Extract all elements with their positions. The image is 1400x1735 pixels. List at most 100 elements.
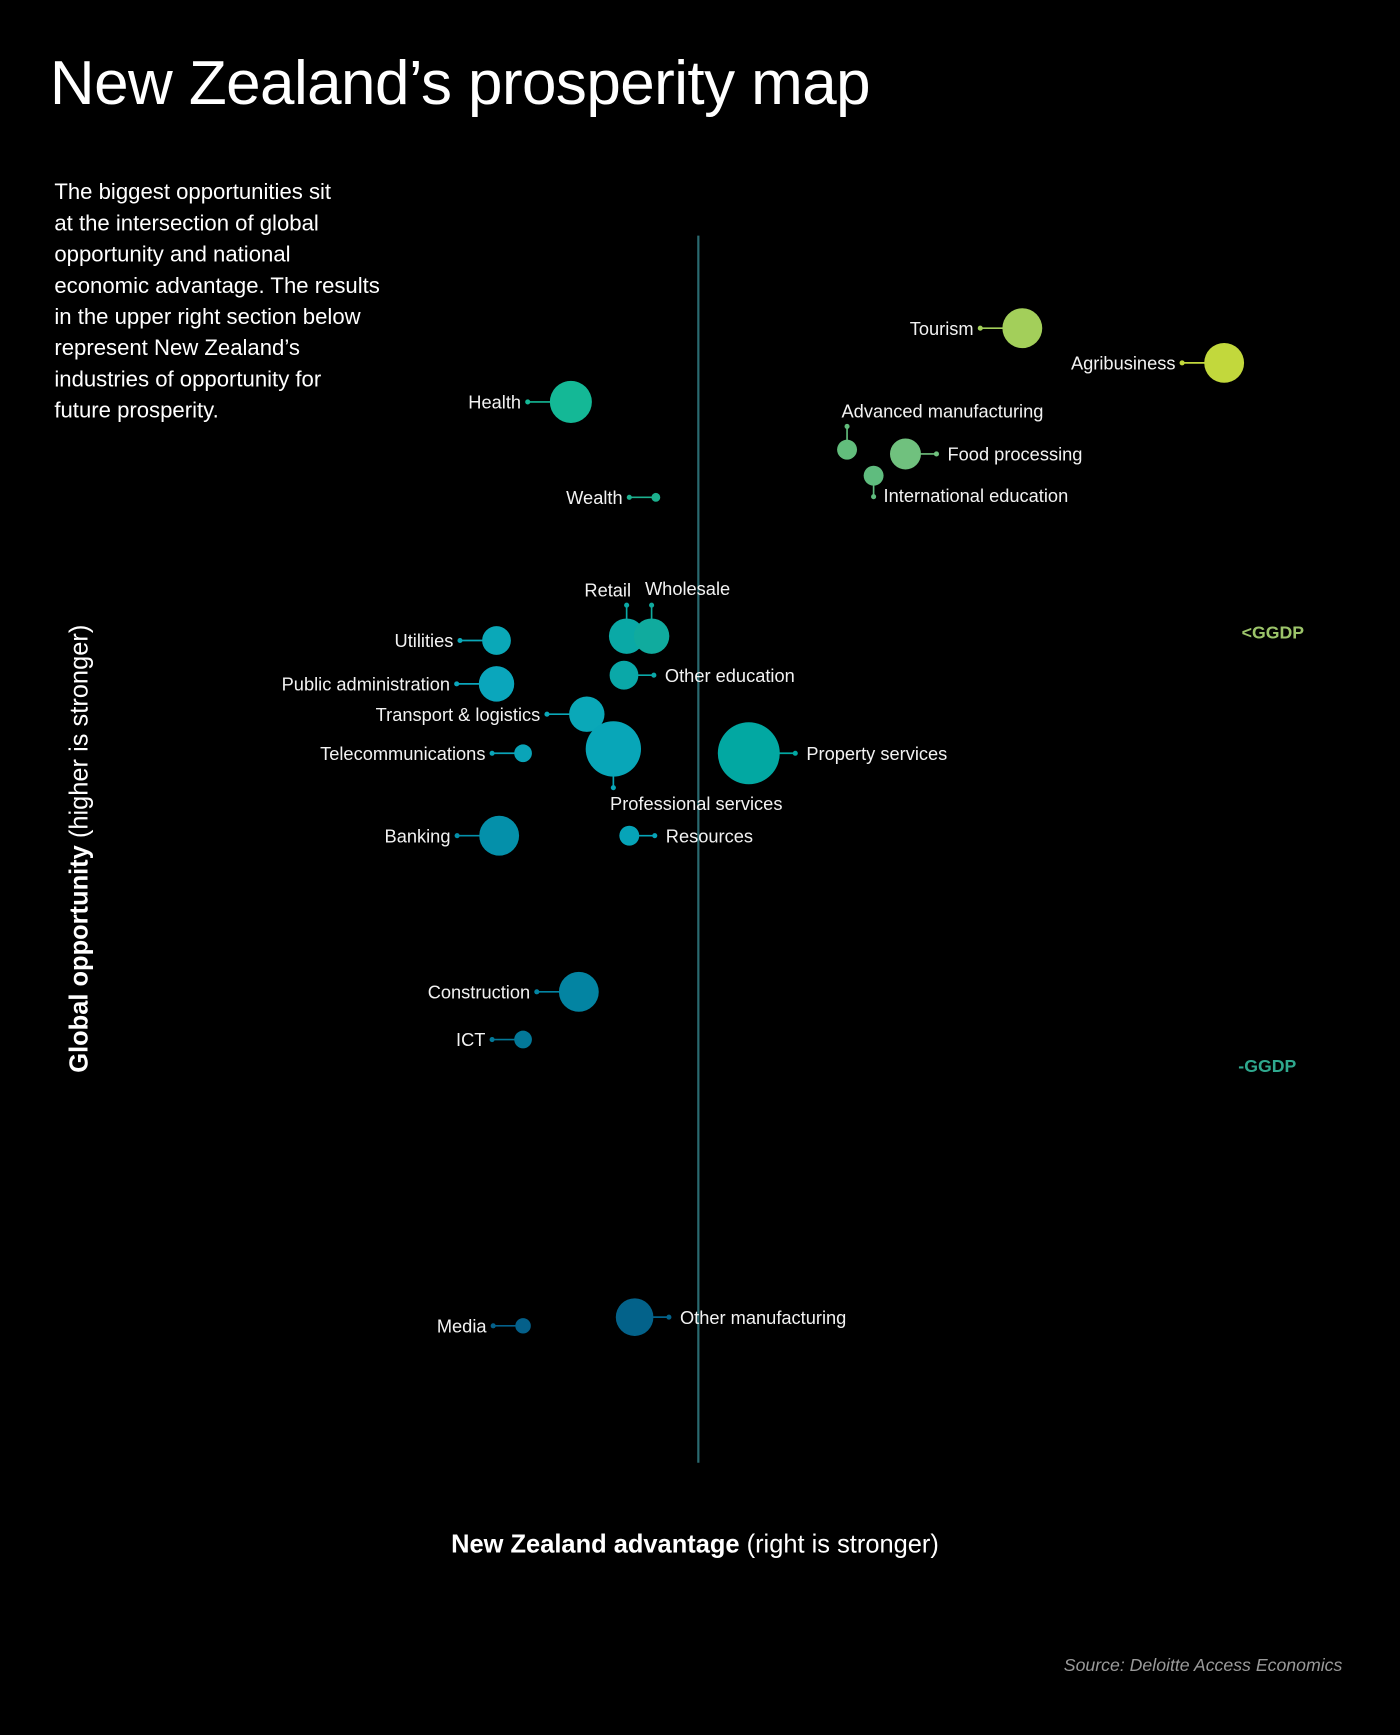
bubble-group: Transport & logistics [376, 696, 605, 732]
leader-dot [649, 602, 655, 608]
leader-dot [652, 833, 658, 839]
leader-dot [490, 1323, 496, 1329]
bubble-group: Other education [609, 660, 795, 690]
bubble-group: International education [863, 465, 1069, 506]
page-title: New Zealand’s prosperity map [50, 49, 870, 118]
bubble-label: ICT [456, 1029, 485, 1050]
leader-dot [624, 602, 630, 608]
bubble [479, 815, 520, 856]
bubble [619, 825, 640, 846]
bubble-label: International education [884, 485, 1069, 506]
bubble-group: Health [468, 380, 592, 423]
intro-line: future prosperity. [54, 398, 218, 423]
bubble-label: Construction [428, 981, 530, 1002]
bubble-group: Other manufacturing [615, 1298, 846, 1336]
y-axis-label: Global opportunity (higher is stronger) [66, 625, 94, 1073]
bubble [1204, 342, 1245, 383]
bubble-label: Telecommunications [320, 743, 485, 764]
bubble [1002, 308, 1043, 349]
bubble-label: Health [468, 392, 521, 413]
reference-line-label: -GGDP [1238, 1056, 1296, 1076]
bubble-label: Food processing [948, 444, 1083, 465]
leader-dot [454, 833, 460, 839]
bubble-group: Banking [385, 815, 520, 856]
bubble-label: Property services [806, 743, 947, 764]
intro-paragraph: The biggest opportunities sit at the inte… [54, 179, 380, 422]
leader-dot [666, 1314, 672, 1320]
bubble-label: Retail [584, 579, 631, 600]
bubble-label: Advanced manufacturing [842, 401, 1044, 422]
bubble-label: Media [437, 1315, 488, 1336]
bubble [608, 618, 645, 654]
bubble-group: Wholesale [633, 578, 730, 654]
bubble-label: Other manufacturing [680, 1307, 846, 1328]
bubble-group: ICT [456, 1029, 532, 1050]
bubble-group: Media [437, 1315, 531, 1336]
bubble-group: Resources [619, 825, 753, 846]
bubble-group: Construction [428, 971, 599, 1012]
bubble-group: Wealth [566, 487, 661, 508]
bubble [514, 744, 532, 763]
bubble-label: Banking [385, 825, 451, 846]
bubble-group: Agribusiness [1071, 342, 1245, 383]
bubble-label: Agribusiness [1071, 353, 1175, 374]
bubble-label: Wealth [566, 487, 622, 508]
bubble-group: Professional services [585, 721, 782, 814]
bubble [585, 721, 642, 777]
bubble-label: Utilities [395, 630, 454, 651]
bubble-label: Transport & logistics [376, 704, 541, 725]
bubble-group: Advanced manufacturing [837, 401, 1043, 460]
leader-dot [544, 711, 550, 717]
bubble [837, 439, 858, 460]
bubble [549, 380, 592, 423]
bubble-label: Other education [665, 665, 795, 686]
leader-dot [489, 750, 495, 756]
bubble-group: Food processing [889, 438, 1083, 470]
bubble-label: Resources [666, 825, 753, 846]
intro-line: The biggest opportunities sit [54, 179, 331, 204]
leader-dot [651, 672, 657, 678]
leader-dot [1179, 360, 1185, 366]
bubble [482, 626, 511, 655]
intro-line: at the intersection of global [54, 210, 318, 235]
bubble-label: Wholesale [645, 578, 730, 599]
bubble [615, 1298, 654, 1336]
intro-line: industries of opportunity for [54, 366, 321, 391]
bubble [651, 492, 661, 502]
leader-dot [454, 681, 460, 687]
y-axis-label-normal: (higher is stronger) [66, 625, 94, 846]
y-axis-label-bold: Global opportunity [66, 844, 94, 1072]
source-note: Source: Deloitte Access Economics [1064, 1655, 1343, 1675]
intro-line: opportunity and national [54, 242, 290, 267]
intro-line: economic advantage. The results [54, 273, 380, 298]
bubble-group: Property services [717, 722, 947, 785]
bubble-group: Utilities [395, 626, 511, 655]
bubble-label: Public administration [282, 674, 450, 695]
bubble [609, 660, 639, 690]
leader-dot [489, 1036, 495, 1043]
reference-line-label: <GGDP [1242, 622, 1305, 642]
bubble [889, 438, 921, 470]
x-axis-label-normal: (right is stronger) [740, 1530, 939, 1558]
bubble [569, 696, 605, 732]
bubble [633, 618, 670, 654]
bubble-group: Retail [584, 579, 645, 654]
bubble-group: Telecommunications [320, 743, 532, 764]
leader-dot [792, 750, 798, 756]
bubble [515, 1318, 531, 1334]
intro-line: in the upper right section below [54, 304, 361, 329]
leader-dot [525, 399, 531, 405]
bubble-label: Professional services [610, 793, 782, 814]
bubble [514, 1030, 532, 1049]
bubble [863, 465, 884, 486]
leader-dot [534, 989, 540, 995]
leader-dot [871, 494, 877, 500]
leader-dot [626, 494, 632, 500]
leader-dot [610, 785, 616, 791]
x-axis-label: New Zealand advantage (right is stronger… [451, 1530, 939, 1558]
bubble [558, 971, 599, 1012]
bubble [717, 722, 780, 785]
leader-dot [977, 325, 983, 331]
leader-dot [933, 451, 940, 457]
